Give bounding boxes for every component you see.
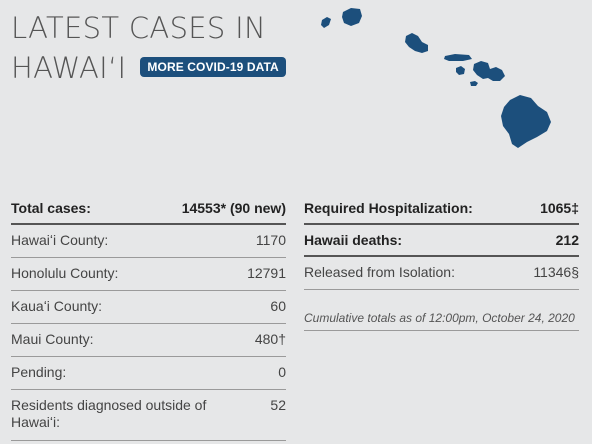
molokai-island	[444, 54, 472, 61]
kahoolawe-island	[470, 81, 478, 86]
title-line-2: HAWAIʻI	[11, 51, 127, 85]
stat-row: Kauaʻi County: 60	[11, 291, 286, 324]
page-title: LATEST CASES IN HAWAIʻI MORE COVID-19 DA…	[11, 8, 286, 88]
stat-label: Kauaʻi County:	[11, 298, 103, 314]
stat-value: 212	[555, 232, 579, 248]
stat-value: 14553* (90 new)	[181, 200, 286, 216]
stat-value: 11346§	[533, 264, 579, 280]
stat-value: 1065‡	[540, 200, 579, 216]
stat-value: 480†	[254, 331, 286, 347]
stat-label: Maui County:	[11, 331, 94, 347]
hero-section: LATEST CASES IN HAWAIʻI MORE COVID-19 DA…	[0, 0, 592, 190]
more-covid-data-button[interactable]: MORE COVID-19 DATA	[140, 57, 286, 77]
stat-value: 0	[278, 364, 286, 380]
title-line-1: LATEST CASES IN	[11, 11, 266, 45]
stat-label: Pending:	[11, 364, 67, 380]
county-cases-list: Total cases: 14553* (90 new) Hawaiʻi Count…	[11, 193, 286, 441]
stat-label: Total cases:	[11, 200, 91, 216]
maui-island	[473, 61, 505, 81]
stat-label: Honolulu County:	[11, 265, 119, 281]
stat-value: 12791	[247, 265, 286, 281]
stat-row: Hawaii deaths: 212	[304, 225, 579, 257]
stat-label: Released from Isolation:	[304, 264, 455, 280]
cumulative-note: Cumulative totals as of 12:00pm, October…	[304, 290, 579, 331]
stat-row: Hawaiʻi County: 1170	[11, 225, 286, 258]
stat-row: Total cases: 14553* (90 new)	[11, 193, 286, 225]
stat-value: 52	[270, 397, 286, 413]
lanai-island	[456, 66, 465, 75]
stat-label: Hawaii deaths:	[304, 232, 403, 248]
stat-label: Required Hospitalization:	[304, 200, 473, 216]
stat-value: 60	[270, 298, 286, 314]
stat-label: Hawaiʻi County:	[11, 232, 109, 248]
niihau-island	[321, 17, 331, 28]
stat-row: Released from Isolation: 11346§	[304, 257, 579, 290]
summary-stats-list: Required Hospitalization: 1065‡ Hawaii dea…	[304, 193, 579, 331]
oahu-island	[405, 33, 428, 53]
stat-label: Residents diagnosed outside of Hawaiʻi:	[11, 397, 207, 430]
title-line-2-wrap: HAWAIʻI MORE COVID-19 DATA	[11, 48, 286, 88]
stat-row: Maui County: 480†	[11, 324, 286, 357]
hawaii-islands-map-icon	[321, 8, 551, 148]
stat-row: Required Hospitalization: 1065‡	[304, 193, 579, 225]
stat-row: Residents diagnosed outside of Hawaiʻi: 5…	[11, 390, 286, 441]
kauai-island	[342, 8, 362, 26]
stat-row: Honolulu County: 12791	[11, 258, 286, 291]
stat-value: 1170	[255, 232, 286, 248]
big-island	[501, 95, 551, 148]
stat-row: Pending: 0	[11, 357, 286, 390]
